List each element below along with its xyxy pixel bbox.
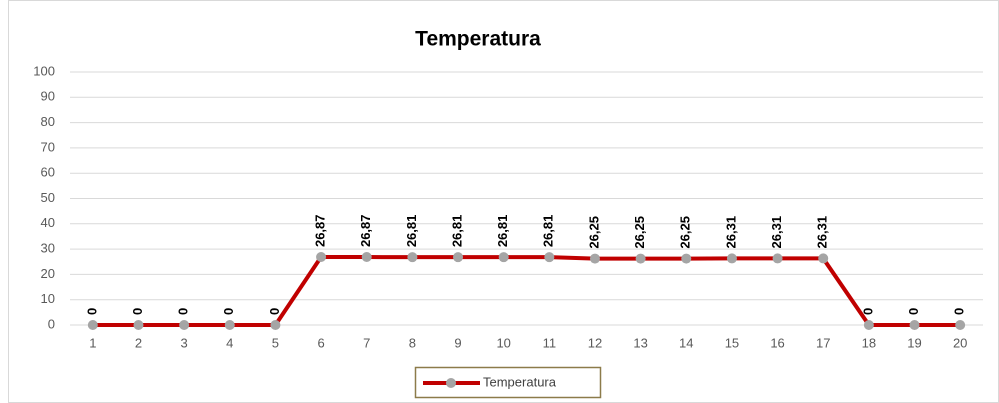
- x-tick-label: 1: [89, 335, 96, 350]
- x-tick-label: 20: [953, 335, 967, 350]
- y-tick-label: 60: [41, 165, 55, 180]
- x-tick-label: 14: [679, 335, 693, 350]
- x-tick-label: 17: [816, 335, 830, 350]
- marker: [909, 320, 920, 330]
- data-label: 0: [860, 308, 875, 315]
- y-tick-label: 50: [41, 190, 55, 205]
- chart-title: Temperatura: [415, 28, 541, 51]
- data-label: 0: [84, 308, 99, 315]
- legend-label: Temperatura: [483, 374, 557, 389]
- x-tick-label: 13: [633, 335, 647, 350]
- data-label: 26,31: [815, 216, 830, 249]
- marker: [681, 253, 692, 264]
- marker: [589, 253, 600, 264]
- x-tick-label: 9: [454, 335, 461, 350]
- data-label: 0: [176, 308, 191, 315]
- x-tick-label: 15: [725, 335, 739, 350]
- data-label: 26,81: [449, 215, 464, 248]
- marker: [133, 320, 144, 330]
- y-tick-label: 20: [41, 266, 55, 281]
- data-label: 26,87: [358, 214, 373, 247]
- x-tick-label: 6: [317, 335, 324, 350]
- data-label: 0: [267, 308, 282, 315]
- marker: [863, 320, 874, 330]
- y-tick-label: 0: [48, 316, 55, 331]
- marker: [955, 320, 966, 330]
- data-label: 26,25: [586, 216, 601, 249]
- data-label: 26,81: [404, 215, 419, 248]
- marker: [498, 252, 509, 263]
- x-tick-label: 4: [226, 335, 233, 350]
- marker: [453, 252, 464, 263]
- marker: [316, 252, 327, 263]
- data-label: 26,25: [678, 216, 693, 249]
- data-label: 26,87: [313, 214, 328, 247]
- legend-marker: [446, 378, 456, 388]
- x-tick-label: 12: [588, 335, 602, 350]
- marker: [179, 320, 190, 330]
- marker: [818, 253, 829, 264]
- y-tick-label: 30: [41, 241, 55, 256]
- x-tick-label: 5: [272, 335, 279, 350]
- series-line: [92, 255, 961, 327]
- marker: [726, 253, 737, 264]
- data-label: 26,31: [769, 216, 784, 249]
- x-tick-label: 16: [770, 335, 784, 350]
- marker: [544, 252, 555, 263]
- marker: [772, 253, 783, 264]
- data-label: 26,81: [541, 215, 556, 248]
- x-tick-label: 8: [409, 335, 416, 350]
- marker: [224, 320, 235, 330]
- marker: [407, 252, 418, 263]
- x-tick-label: 10: [496, 335, 510, 350]
- data-label: 0: [130, 308, 145, 315]
- y-tick-label: 90: [41, 89, 55, 104]
- data-label: 0: [906, 308, 921, 315]
- x-tick-label: 3: [181, 335, 188, 350]
- x-tick-label: 19: [907, 335, 921, 350]
- data-label: 0: [221, 308, 236, 315]
- data-label: 26,81: [495, 215, 510, 248]
- y-tick-label: 10: [41, 291, 55, 306]
- marker: [87, 320, 98, 330]
- y-tick-label: 70: [41, 139, 55, 154]
- chart-border: [8, 0, 999, 403]
- y-tick-label: 80: [41, 114, 55, 129]
- data-label: 26,25: [632, 216, 647, 249]
- data-label: 26,31: [723, 216, 738, 249]
- x-tick-label: 11: [543, 335, 557, 350]
- x-tick-label: 18: [862, 335, 876, 350]
- marker: [635, 253, 646, 264]
- x-tick-label: 7: [363, 335, 370, 350]
- y-tick-label: 40: [41, 215, 55, 230]
- x-tick-label: 2: [135, 335, 142, 350]
- marker: [270, 320, 281, 330]
- y-tick-label: 100: [33, 63, 55, 78]
- data-label: 0: [952, 308, 967, 315]
- marker: [361, 252, 372, 263]
- legend: Temperatura: [414, 366, 602, 399]
